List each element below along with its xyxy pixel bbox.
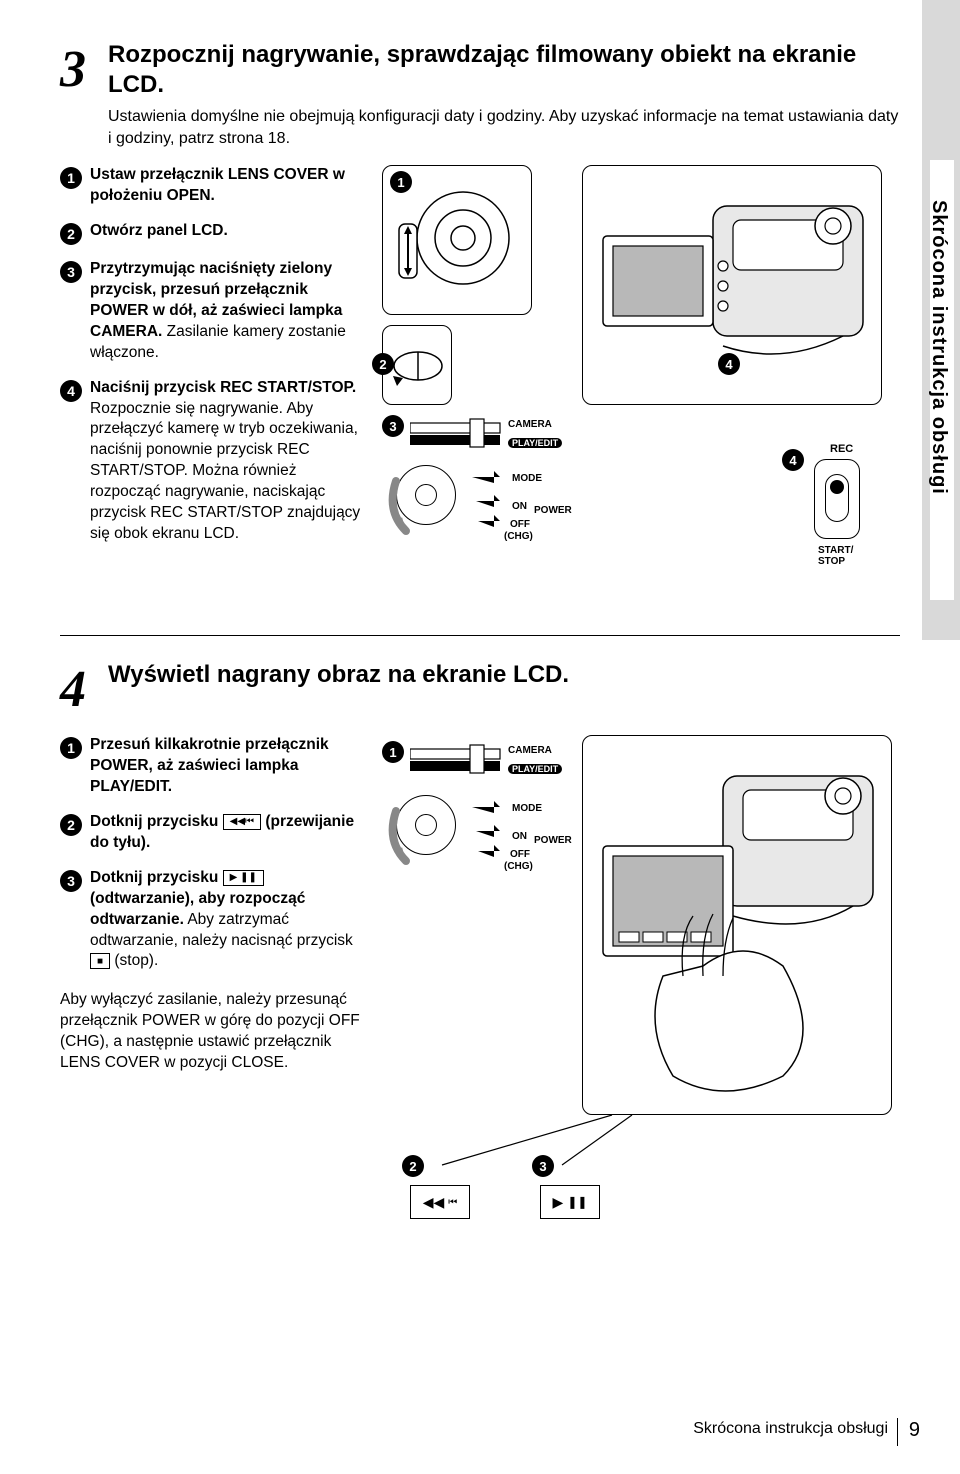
mode-pointer-lines: [472, 471, 532, 551]
s4-mode-arrow: [382, 781, 472, 871]
footer-text: Skrócona instrukcja obsługi: [693, 1420, 888, 1438]
rewind-button-box: ◀◀⏮: [410, 1185, 470, 1219]
section-divider: [60, 635, 900, 636]
fig3-callout-3: 3: [382, 415, 404, 437]
step4-substeps: 1 Przesuń kilkakrotnie przełącznik POWER…: [60, 735, 370, 1255]
bullet4-2: 2: [60, 814, 82, 836]
s4-pointer-lines: [472, 801, 532, 881]
page-number: 9: [909, 1419, 920, 1442]
rewind-button-icon: ◀◀⏮: [410, 1185, 470, 1219]
bullet4-3: 3: [60, 870, 82, 892]
s4-camcorder-illustration: [582, 735, 892, 1115]
step4-item-1: 1 Przesuń kilkakrotnie przełącznik POWER…: [60, 735, 370, 798]
step4-number: 4: [60, 660, 100, 719]
step4-title: Wyświetl nagrany obraz na ekranie LCD.: [108, 661, 569, 688]
playedit-label: PLAY/EDIT: [508, 438, 562, 448]
pagenum-divider: [897, 1418, 899, 1446]
bullet-1: 1: [60, 167, 82, 189]
step3-title: Rozpocznij nagrywanie, sprawdzając filmo…: [108, 41, 856, 98]
step3-item-4: 4 Naciśnij przycisk REC START/STOP. Rozp…: [60, 378, 370, 545]
step3-item-2: 2 Otwórz panel LCD.: [60, 221, 370, 245]
fig4-callout-2: 2: [402, 1155, 424, 1177]
s4-camcorder-svg: [583, 736, 893, 1116]
mode-dial: [396, 465, 456, 525]
step3-header: 3 Rozpocznij nagrywanie, sprawdzając fil…: [60, 40, 900, 149]
fig3-box3: 3 CAMERA PLAY/EDIT: [382, 415, 642, 595]
rec-label: REC: [830, 443, 853, 455]
s4-playedit-label: PLAY/EDIT: [508, 764, 562, 774]
bullet-2: 2: [60, 223, 82, 245]
play-button-box: ▶❚❚: [540, 1185, 600, 1219]
step3-substeps: 1 Ustaw przełącznik LENS COVER w położen…: [60, 165, 370, 605]
fig3-callout-4b: 4: [782, 449, 804, 471]
power-label: POWER: [534, 505, 572, 516]
selector-slider-illustration: [410, 415, 520, 455]
play-pause-icon: ▶ ❚❚: [223, 870, 264, 886]
s4-mode-dial: [396, 795, 456, 855]
s4-selector-slider: [410, 741, 520, 781]
s4-power-label: POWER: [534, 835, 572, 846]
s4-camera-label: CAMERA: [508, 745, 552, 756]
rewind-icon: ◀◀⏮: [223, 814, 261, 830]
s4-item1-bold: Przesuń kilkakrotnie przełącznik POWER, …: [90, 736, 329, 795]
item4-normal: Rozpocznie się nagrywanie. Aby przełączy…: [90, 400, 360, 543]
stop-icon: ■: [90, 953, 110, 969]
rec-button-illustration: [814, 459, 860, 539]
step4-item-3: 3 Dotknij przycisku ▶ ❚❚ (odtwarzanie), …: [60, 868, 370, 973]
step3-number: 3: [60, 40, 100, 99]
step4-figure-area: 1 CAMERA PLAY/EDIT: [382, 735, 900, 1255]
bullet-4: 4: [60, 380, 82, 402]
play-button-icon: ▶❚❚: [540, 1185, 600, 1219]
item1-bold: Ustaw przełącznik LENS COVER w położeniu…: [90, 166, 345, 204]
step4-item-2: 2 Dotknij przycisku ◀◀⏮ (przewijanie do …: [60, 812, 370, 854]
s4-item3-normal2: (stop).: [110, 952, 158, 969]
step3-item-1: 1 Ustaw przełącznik LENS COVER w położen…: [60, 165, 370, 207]
step4-header: 4 Wyświetl nagrany obraz na ekranie LCD.: [60, 660, 900, 719]
step3-subtext: Ustawienia domyślne nie obejmują konfigu…: [108, 106, 900, 149]
camera-label: CAMERA: [508, 419, 552, 430]
s4-item3-pre: Dotknij przycisku: [90, 869, 223, 886]
bullet-3: 3: [60, 261, 82, 283]
bullet4-1: 1: [60, 737, 82, 759]
step3-figure-area: 1 2 3: [382, 165, 900, 605]
item4-bold: Naciśnij przycisk REC START/STOP.: [90, 379, 356, 396]
startstop-label: START/ STOP: [818, 545, 853, 567]
s4-item2-pre: Dotknij przycisku: [90, 813, 223, 830]
step3-item-3: 3 Przytrzymując naciśnięty zielony przyc…: [60, 259, 370, 364]
step4-tail: Aby wyłączyć zasilanie, należy przesunąć…: [60, 990, 370, 1074]
leader-lines: [432, 1115, 682, 1175]
item2-bold: Otwórz panel LCD.: [90, 222, 228, 239]
fig4-callout-1: 1: [382, 741, 404, 763]
mode-arrow: [382, 451, 472, 541]
